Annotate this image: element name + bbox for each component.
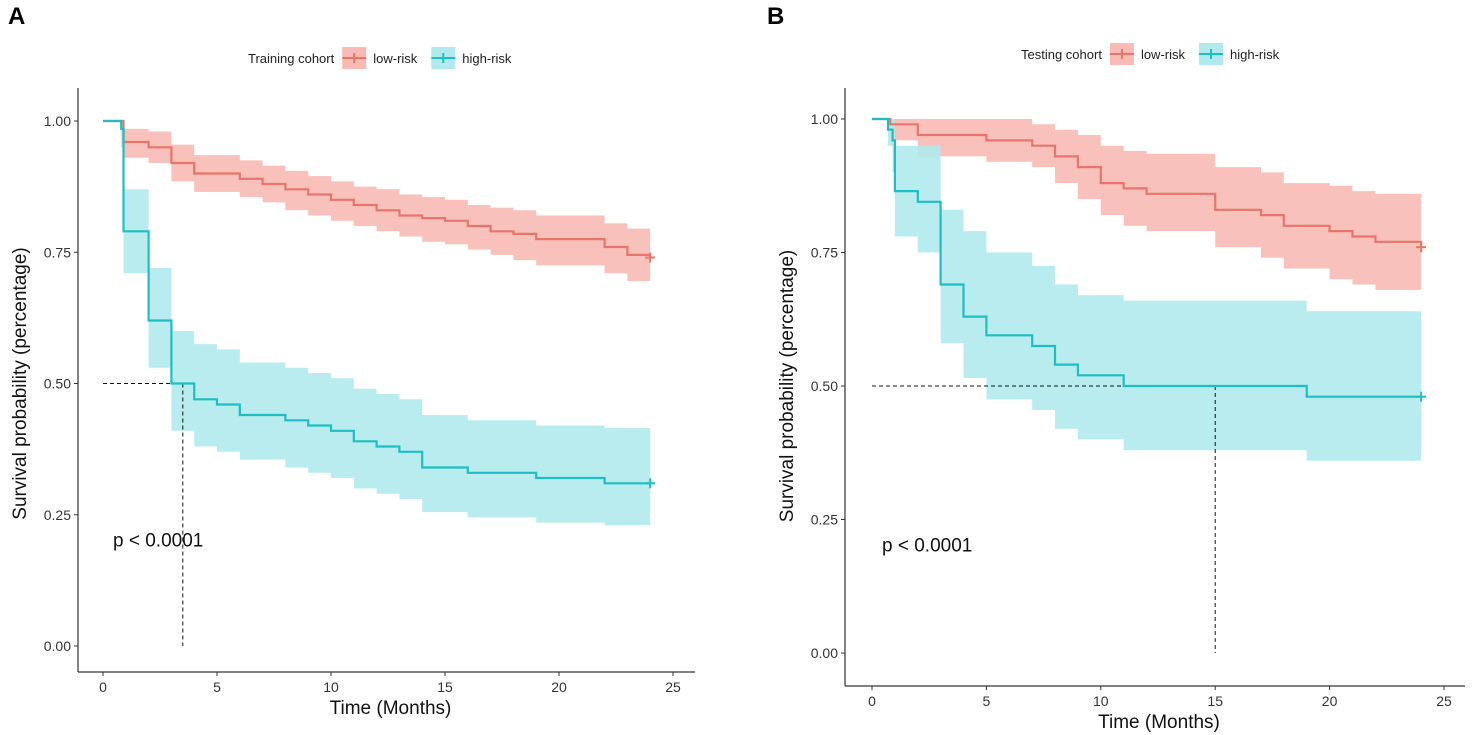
panel-a: A Training cohort low-risk high-risk 0.00 0.2…: [0, 0, 738, 735]
legend-item-low-risk: low-risk: [342, 47, 418, 69]
survival-curve-low-risk: [103, 119, 652, 258]
y-tick-label: 1.00: [44, 113, 71, 129]
ci-band-low-risk: [103, 121, 651, 284]
x-tick-label: 20: [1322, 693, 1338, 709]
x-tick-label: 15: [1207, 693, 1223, 709]
legend-title: Testing cohort: [1021, 47, 1102, 62]
y-axis-title: Survival probability (percentage): [10, 247, 31, 519]
x-tick-label: 25: [1436, 693, 1452, 709]
x-tick-label: 0: [99, 679, 107, 695]
y-tick-label: 0.00: [44, 638, 71, 654]
ci-band-low-risk: [872, 119, 1422, 290]
y-tick-label: 1.00: [811, 111, 838, 127]
panel-label: A: [8, 3, 25, 30]
y-tick-label: 0.50: [44, 376, 71, 392]
y-tick-label: 0.25: [811, 512, 838, 528]
y-tick-label: 0.50: [811, 378, 838, 394]
y-tick-label: 0.00: [811, 645, 838, 661]
legend-label: high-risk: [1230, 47, 1280, 62]
legend-title: Training cohort: [248, 51, 335, 66]
legend-label: low-risk: [373, 51, 418, 66]
legend-label: high-risk: [462, 51, 512, 66]
x-tick-label: 25: [665, 679, 681, 695]
x-axis-title: Time (Months): [330, 698, 452, 719]
km-chart-b: B Testing cohort low-risk high-risk 0.00 0.25…: [767, 3, 1465, 733]
p-value-annotation: p < 0.0001: [882, 536, 972, 557]
legend-label: low-risk: [1141, 47, 1186, 62]
panel-label: B: [767, 3, 784, 30]
p-value-annotation: p < 0.0001: [113, 530, 203, 551]
x-tick-label: 10: [323, 679, 339, 695]
x-tick-label: 5: [983, 693, 991, 709]
survival-curve-high-risk: [103, 119, 651, 485]
legend-item-low-risk: low-risk: [1109, 43, 1186, 65]
survival-curve-high-risk: [872, 117, 1422, 398]
y-axis-title: Survival probability (percentage): [777, 250, 798, 522]
legend-item-high-risk: high-risk: [1199, 43, 1280, 65]
x-tick-label: 15: [437, 679, 453, 695]
x-tick-label: 0: [868, 693, 876, 709]
x-tick-label: 10: [1093, 693, 1109, 709]
survival-curve-low-risk: [872, 117, 1423, 248]
km-chart-a: A Training cohort low-risk high-risk 0.00 0.2…: [8, 3, 695, 719]
y-tick-label: 0.75: [811, 245, 838, 261]
legend-item-high-risk: high-risk: [431, 47, 512, 69]
y-tick-label: 0.75: [44, 244, 71, 260]
x-tick-label: 5: [213, 679, 221, 695]
ci-band-high-risk: [103, 121, 651, 526]
x-axis-title: Time (Months): [1098, 712, 1220, 733]
x-tick-label: 20: [551, 679, 567, 695]
y-tick-label: 0.25: [44, 507, 71, 523]
panel-b: B Testing cohort low-risk high-risk 0.00 0.25…: [739, 0, 1477, 735]
ci-band-high-risk: [872, 119, 1422, 461]
